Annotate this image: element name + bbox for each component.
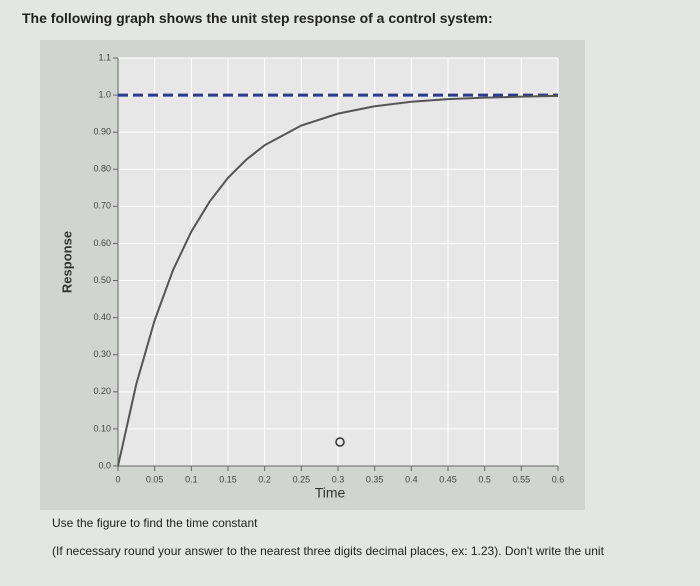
y-tick-label: 0.0 — [98, 460, 111, 470]
y-tick-label: 0.10 — [93, 423, 111, 433]
y-tick-label: 0.70 — [93, 201, 111, 211]
y-tick-label: 1.1 — [98, 52, 111, 62]
x-tick-label: 0.45 — [439, 474, 457, 484]
x-tick-label: 0.25 — [293, 474, 311, 484]
x-tick-label: 0.1 — [185, 474, 198, 484]
x-tick-label: 0.15 — [219, 474, 237, 484]
y-tick-label: 1.0 — [98, 89, 111, 99]
x-tick-label: 0.3 — [332, 474, 345, 484]
x-tick-label: 0.55 — [513, 474, 531, 484]
title: The following graph shows the unit step … — [22, 10, 493, 26]
y-tick-label: 0.90 — [93, 127, 111, 137]
y-tick-label: 0.20 — [93, 386, 111, 396]
chart: Response Time 0.00.100.200.300.400.500.6… — [40, 40, 585, 510]
x-tick-label: 0.6 — [552, 474, 565, 484]
zoom-icon — [335, 437, 345, 447]
x-tick-label: 0.35 — [366, 474, 384, 484]
y-tick-label: 0.40 — [93, 312, 111, 322]
x-tick-label: 0.05 — [146, 474, 164, 484]
response-line — [117, 94, 559, 467]
instruction: Use the figure to find the time constant — [52, 516, 258, 530]
y-tick-label: 0.30 — [93, 349, 111, 359]
x-tick-label: 0 — [115, 474, 120, 484]
y-axis-title: Response — [59, 231, 74, 293]
x-axis-title: Time — [315, 485, 346, 501]
y-tick-label: 0.80 — [93, 164, 111, 174]
x-tick-label: 0.5 — [478, 474, 491, 484]
x-tick-label: 0.4 — [405, 474, 418, 484]
x-tick-label: 0.2 — [258, 474, 271, 484]
y-tick-label: 0.60 — [93, 238, 111, 248]
note: (If necessary round your answer to the n… — [52, 544, 604, 558]
y-tick-label: 0.50 — [93, 275, 111, 285]
